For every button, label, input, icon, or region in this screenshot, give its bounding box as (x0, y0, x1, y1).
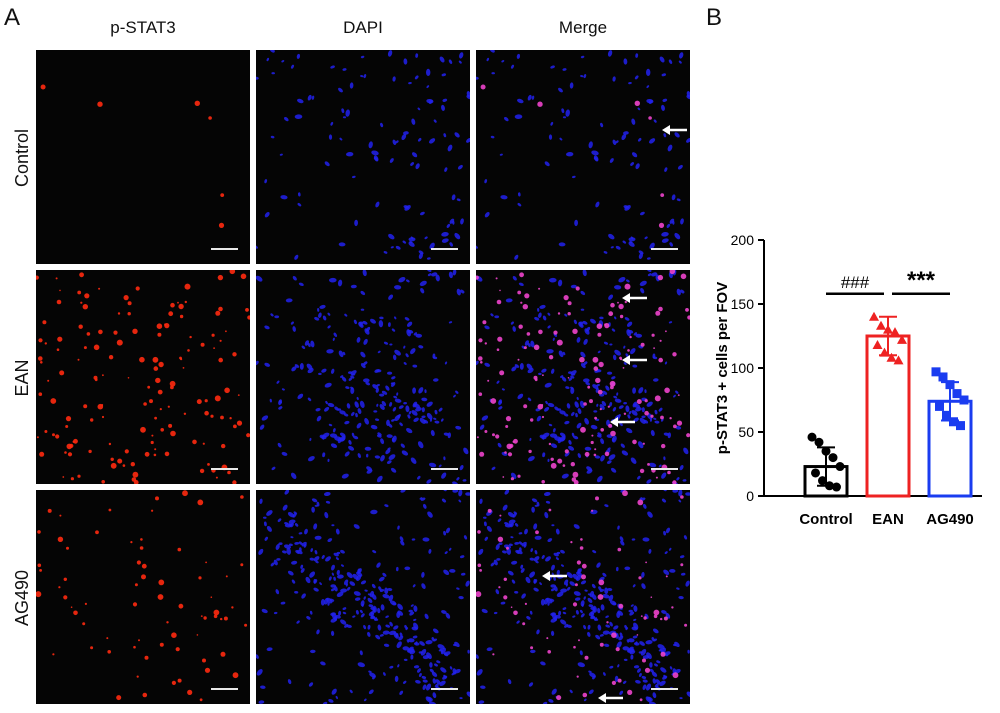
data-point (890, 327, 900, 337)
y-tick-label: 50 (738, 424, 754, 440)
micrograph-control-dapi (256, 50, 470, 264)
y-axis-label: p-STAT3 + cells per FOV (714, 282, 731, 454)
row-label-ean: EAN (12, 359, 32, 397)
data-point (818, 476, 827, 486)
scale-bar (651, 468, 678, 470)
micrograph-control-merge (476, 50, 690, 264)
data-point (949, 417, 958, 427)
data-point (959, 395, 969, 405)
arrow-icon (662, 125, 687, 135)
x-tick-label: AG490 (926, 511, 974, 528)
y-tick-label: 0 (746, 488, 754, 504)
data-point (931, 367, 941, 377)
significance-label: *** (907, 267, 936, 294)
micrograph-ean-merge (476, 270, 690, 484)
data-point (832, 482, 841, 492)
arrow-icon (542, 571, 567, 581)
scale-bar (431, 248, 458, 250)
scale-bar (211, 468, 238, 470)
data-point (938, 372, 948, 382)
data-point (879, 347, 890, 357)
micrograph-ag490-pstat3 (36, 490, 250, 704)
arrow-icon (598, 693, 623, 703)
data-point (956, 421, 965, 431)
micrograph-ean-dapi (256, 270, 470, 484)
scale-bar (431, 468, 458, 470)
data-point (814, 437, 824, 447)
x-tick-label: EAN (872, 511, 904, 528)
data-point (876, 320, 886, 330)
row-label-control: Control (12, 128, 32, 188)
data-point (897, 334, 907, 344)
data-point (935, 401, 944, 411)
data-point (952, 389, 962, 399)
data-point (807, 432, 817, 442)
data-point (942, 410, 951, 420)
scale-bar (651, 688, 678, 690)
arrow-icon (610, 417, 635, 427)
micrograph-control-pstat3 (36, 50, 250, 264)
data-point (945, 380, 955, 390)
data-point (828, 453, 838, 463)
data-point (825, 481, 834, 491)
data-point (883, 324, 893, 334)
scale-bar (211, 248, 238, 250)
micrograph-ean-pstat3 (36, 270, 250, 484)
panel-b-letter: B (706, 4, 723, 31)
y-tick-label: 150 (731, 296, 755, 312)
arrow-icon (622, 293, 647, 303)
data-point (811, 468, 820, 478)
x-tick-label: Control (799, 511, 852, 528)
data-point (821, 446, 831, 456)
column-header-pstat3: p-STAT3 (110, 18, 176, 37)
column-header-dapi: DAPI (343, 18, 383, 37)
micrograph-ag490-merge (476, 490, 690, 704)
data-point (872, 339, 883, 349)
panel-a-letter: A (4, 4, 21, 31)
data-point (869, 311, 879, 321)
data-point (835, 462, 845, 472)
scale-bar (651, 248, 678, 250)
scale-bar (431, 688, 458, 690)
significance-label: ### (841, 273, 870, 292)
y-tick-label: 200 (731, 232, 755, 248)
micrograph-ag490-dapi (256, 490, 470, 704)
scale-bar (211, 688, 238, 690)
column-header-merge: Merge (558, 18, 608, 37)
bar-chart: 0 50 100 150 200 p-STAT3 + cells per FOV Contr… (714, 232, 982, 528)
data-point (886, 352, 897, 362)
y-tick-label: 100 (731, 360, 755, 376)
data-point (893, 355, 904, 365)
row-label-ag490: AG490 (12, 569, 32, 627)
arrow-icon (622, 355, 647, 365)
